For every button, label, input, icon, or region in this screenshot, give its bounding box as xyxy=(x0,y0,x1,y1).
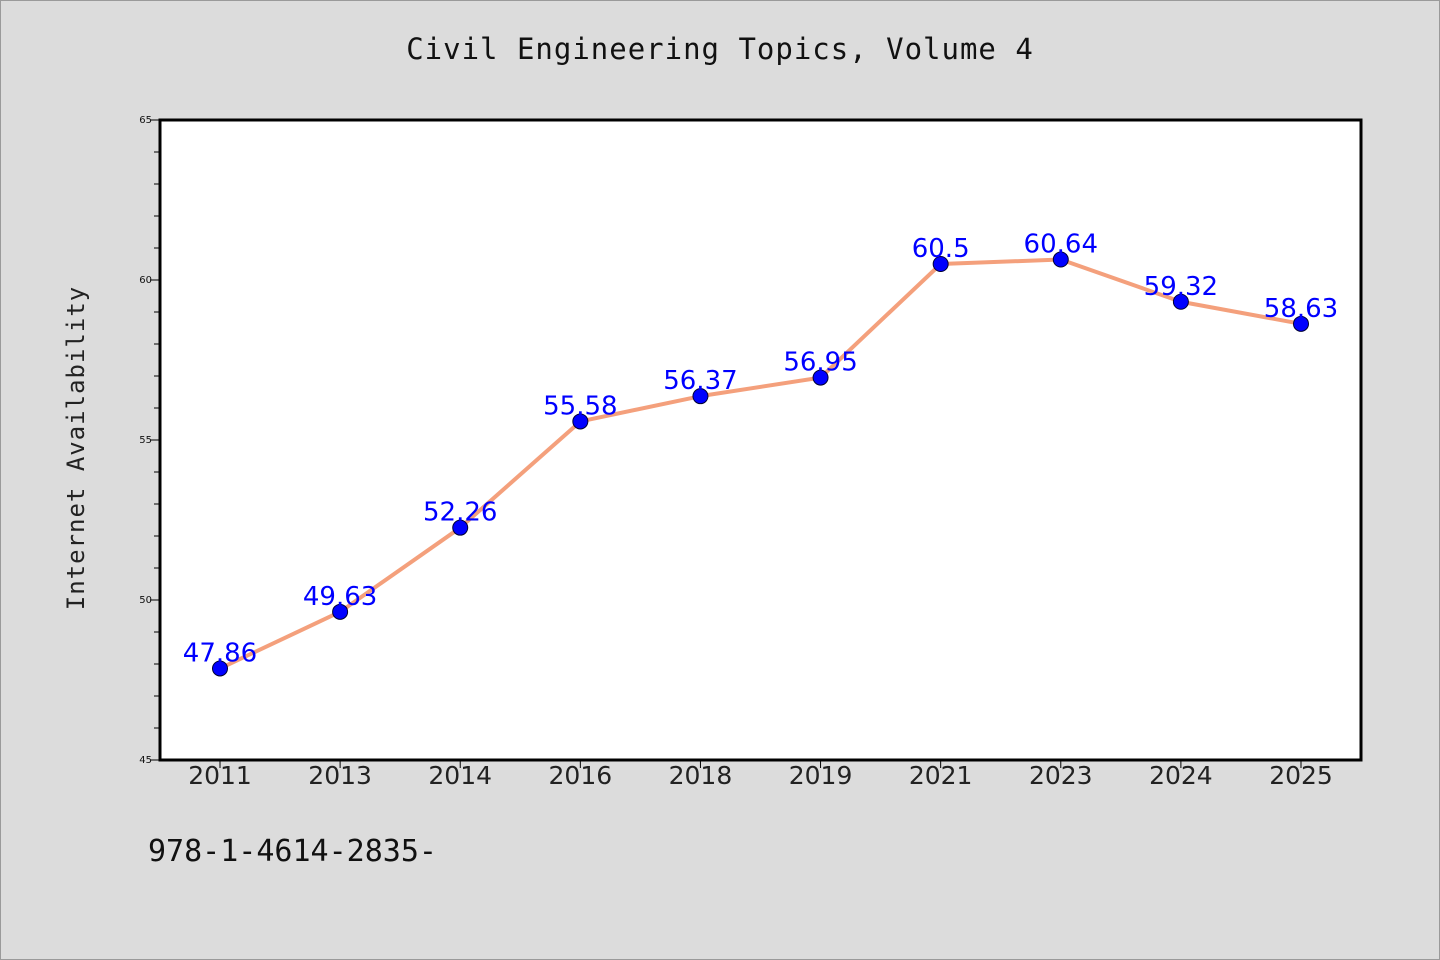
data-labels-layer: 47.86 49.63 52.26 55.58 56.37 56.95 60.5 60.64 5… xyxy=(183,230,1338,669)
x-tick-label: 2018 xyxy=(669,761,733,790)
data-point xyxy=(212,660,228,677)
x-tick-label: 2025 xyxy=(1269,761,1333,790)
data-point xyxy=(572,413,589,430)
series-layer xyxy=(212,251,1309,677)
data-label: 60.5 xyxy=(912,234,970,264)
data-point xyxy=(932,256,949,272)
data-label: 55.58 xyxy=(543,391,617,421)
y-tick-label: 55 xyxy=(139,435,152,446)
data-label: 56.95 xyxy=(783,348,857,378)
x-tick-label: 2011 xyxy=(188,761,252,790)
data-label: 60.64 xyxy=(1024,230,1098,260)
x-tick-label: 2021 xyxy=(909,761,973,790)
y-tick-label: 45 xyxy=(139,755,152,766)
x-axis-ticks: 2011 2013 2014 2016 2018 2019 2021 2023 2024 2025 xyxy=(188,760,1333,790)
data-label: 47.86 xyxy=(183,638,257,668)
data-point xyxy=(332,603,349,620)
x-tick-label: 2013 xyxy=(308,761,372,790)
data-label: 56.37 xyxy=(663,366,737,396)
x-tick-label: 2024 xyxy=(1149,761,1213,790)
data-label: 59.32 xyxy=(1144,272,1218,302)
data-label: 58.63 xyxy=(1264,294,1338,324)
x-tick-label: 2019 xyxy=(789,761,853,790)
data-point xyxy=(692,388,709,405)
x-tick-label: 2023 xyxy=(1029,761,1093,790)
series-line xyxy=(218,257,1303,671)
x-tick-label: 2016 xyxy=(549,761,613,790)
data-point xyxy=(1293,315,1309,332)
plot-area xyxy=(158,118,1363,762)
y-axis-ticks: 45 50 55 60 65 xyxy=(139,115,160,766)
y-tick-label: 50 xyxy=(139,595,152,606)
chart-title: Civil Engineering Topics, Volume 4 xyxy=(406,32,1034,66)
data-point xyxy=(812,369,829,386)
y-tick-label: 65 xyxy=(139,115,152,126)
data-label: 49.63 xyxy=(303,582,377,612)
data-label: 52.26 xyxy=(423,498,497,528)
data-point xyxy=(1172,293,1189,310)
data-point xyxy=(1052,251,1069,268)
x-tick-label: 2014 xyxy=(428,761,492,790)
y-tick-label: 60 xyxy=(139,275,152,286)
data-point xyxy=(452,519,469,536)
footnote-isbn: 978-1-4614-2835- xyxy=(148,834,437,869)
